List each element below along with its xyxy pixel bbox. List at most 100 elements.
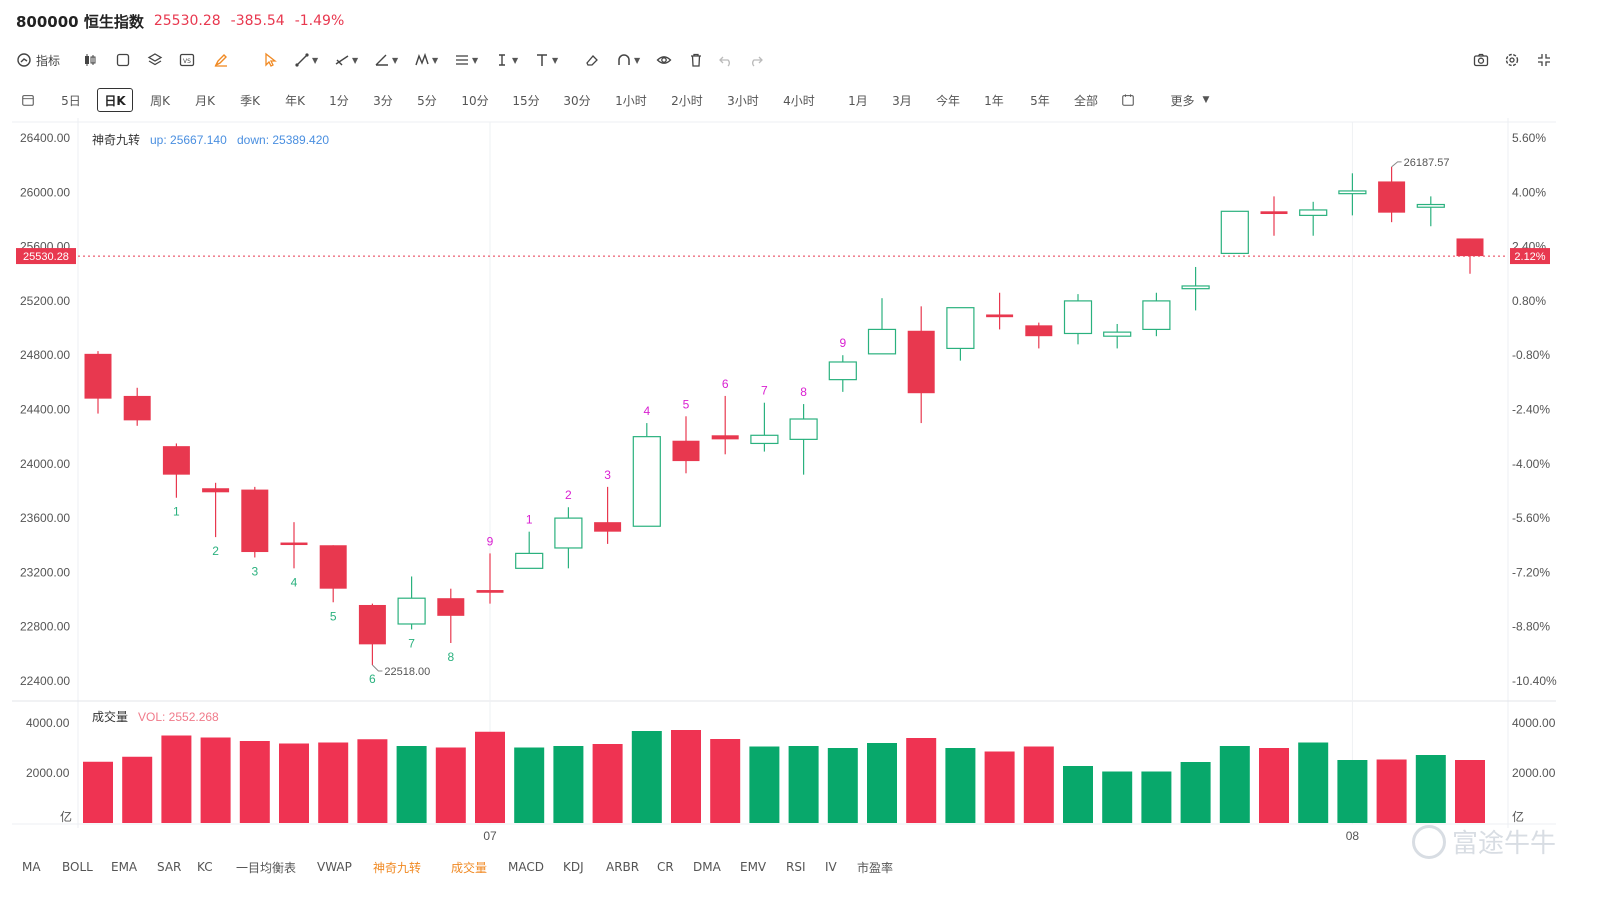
volume-bar [1376, 759, 1407, 823]
indicator-tab[interactable]: CR [657, 860, 674, 874]
range-all[interactable]: 全部 [1073, 93, 1098, 108]
period-5d[interactable]: 5日 [61, 93, 81, 108]
indicator-tab[interactable]: SAR [157, 860, 182, 874]
candle [1220, 210, 1249, 254]
candle [867, 298, 897, 355]
delete-button[interactable] [688, 48, 704, 72]
period-30min[interactable]: 30分 [563, 93, 591, 108]
percent-tick-label: -7.20% [1512, 565, 1550, 579]
td-count-label: 1 [526, 513, 533, 527]
magnet-button[interactable]: ▼ [616, 48, 640, 72]
period-bar: 5日 日K 周K 月K 季K 年K 1分 3分 5分 10分 15分 30分 1… [12, 88, 1588, 112]
period-year-k[interactable]: 年K [285, 93, 305, 108]
range-3m[interactable]: 3月 [892, 93, 912, 108]
eraser-button[interactable] [584, 48, 600, 72]
range-1m[interactable]: 1月 [848, 93, 868, 108]
period-15min[interactable]: 15分 [512, 93, 540, 108]
period-day-k[interactable]: 日K [97, 88, 133, 112]
pattern-tool-button[interactable]: ▼ [414, 48, 438, 72]
line-tool-button[interactable]: ▼ [294, 48, 318, 72]
period-1min[interactable]: 1分 [329, 93, 349, 108]
kline-chart[interactable]: 26400.0026000.0025600.0025200.0024800.00… [0, 118, 1600, 853]
measure-tool-button[interactable]: ▼ [494, 48, 518, 72]
caret-down-icon: ▼ [392, 55, 399, 65]
indicator-tab[interactable]: VWAP [317, 860, 352, 874]
futu-watermark: 富途牛牛 [1411, 823, 1556, 860]
volume-bar [318, 742, 349, 823]
rectangle-button[interactable] [115, 48, 131, 72]
date-range-button[interactable] [1118, 88, 1138, 112]
candle [554, 507, 583, 569]
volume-bar [357, 739, 388, 823]
candle-body [241, 489, 269, 553]
period-3h[interactable]: 3小时 [727, 93, 759, 108]
indicator-tab[interactable]: 一目均衡表 [236, 860, 297, 875]
candle-body [907, 330, 935, 394]
period-2h[interactable]: 2小时 [671, 93, 703, 108]
screenshot-button[interactable] [1473, 48, 1489, 72]
candle [84, 351, 112, 414]
indicator-tab[interactable]: 成交量 [451, 860, 488, 875]
period-3min[interactable]: 3分 [373, 93, 393, 108]
more-periods-dropdown[interactable]: 更多 ▼ [1162, 88, 1218, 112]
indicator-tab[interactable]: EMA [111, 860, 138, 874]
low-price-label: 22518.00 [384, 666, 430, 678]
candle-body [711, 435, 739, 440]
percent-tick-label: 4.00% [1512, 185, 1546, 199]
period-5min[interactable]: 5分 [417, 93, 437, 108]
undo-button[interactable] [718, 48, 734, 72]
range-1y[interactable]: 1年 [984, 93, 1004, 108]
ray-tool-button[interactable]: ▼ [334, 48, 358, 72]
period-10min[interactable]: 10分 [461, 93, 489, 108]
indicator-tab[interactable]: BOLL [62, 860, 93, 874]
fullscreen-button[interactable] [1536, 48, 1552, 72]
volume-bar [1455, 760, 1485, 823]
compare-button[interactable]: VS [179, 48, 195, 72]
candle-body [789, 418, 818, 440]
fib-tool-button[interactable]: ▼ [454, 48, 478, 72]
brush-button[interactable] [213, 48, 229, 72]
period-4h[interactable]: 4小时 [783, 93, 815, 108]
settings-button[interactable] [1504, 48, 1520, 72]
date-axis-label: 08 [1346, 829, 1360, 843]
range-ytd[interactable]: 今年 [935, 93, 960, 108]
indicator-tab[interactable]: RSI [786, 860, 806, 874]
visibility-button[interactable] [656, 48, 672, 72]
date-range-icon [1122, 94, 1134, 106]
indicator-tab[interactable]: KDJ [563, 860, 584, 874]
period-month-k[interactable]: 月K [195, 93, 215, 108]
redo-button[interactable] [748, 48, 764, 72]
candle-body [1142, 300, 1171, 331]
volume-bar [122, 756, 153, 823]
candle-style-button[interactable] [82, 48, 98, 72]
indicator-tab[interactable]: MACD [508, 860, 544, 874]
volume-bar [592, 744, 623, 823]
candle-body [319, 545, 347, 589]
period-quarter-k[interactable]: 季K [240, 93, 260, 108]
td-count-label: 9 [839, 336, 846, 350]
candle [828, 355, 857, 392]
indicator-tab[interactable]: EMV [740, 860, 767, 874]
indicator-tab[interactable]: 市盈率 [857, 860, 894, 875]
indicator-tab[interactable]: ARBR [606, 860, 640, 874]
layers-button[interactable] [147, 48, 163, 72]
index-name: 800000 恒生指数 [16, 12, 144, 31]
percent-tick-label: -5.60% [1512, 511, 1550, 525]
period-1h[interactable]: 1小时 [615, 93, 647, 108]
cursor-button[interactable] [262, 48, 278, 72]
angle-tool-button[interactable]: ▼ [374, 48, 398, 72]
td-count-label: 7 [408, 636, 415, 650]
indicator-tab[interactable]: IV [825, 860, 837, 874]
text-tool-button[interactable]: ▼ [534, 48, 558, 72]
calendar-toggle-button[interactable] [18, 88, 38, 112]
volume-bar [749, 746, 780, 823]
indicator-tab[interactable]: MA [22, 860, 41, 874]
indicator-button[interactable]: 指标 [16, 48, 60, 72]
period-week-k[interactable]: 周K [150, 93, 170, 108]
indicator-tab[interactable]: DMA [693, 860, 721, 874]
range-5y[interactable]: 5年 [1030, 93, 1050, 108]
indicator-tab[interactable]: KC [197, 860, 213, 874]
candle [1063, 294, 1093, 345]
candle-body [476, 590, 504, 593]
indicator-tab[interactable]: 神奇九转 [373, 860, 422, 875]
